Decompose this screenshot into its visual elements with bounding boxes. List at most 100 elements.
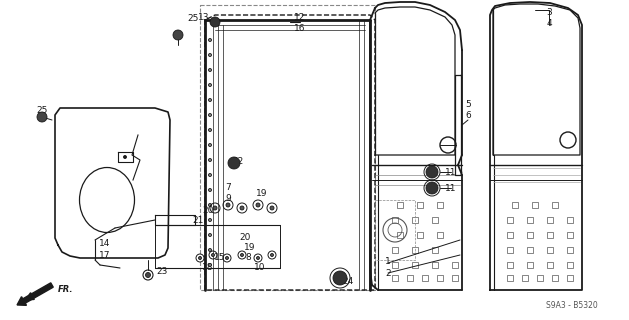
Circle shape — [208, 158, 211, 162]
Text: 21: 21 — [192, 215, 204, 225]
Circle shape — [333, 271, 347, 285]
Bar — [507, 247, 513, 253]
Bar — [452, 275, 458, 281]
Text: 19: 19 — [256, 188, 268, 197]
Text: 22: 22 — [232, 156, 243, 165]
Circle shape — [213, 206, 217, 210]
Bar — [507, 275, 513, 281]
Circle shape — [208, 53, 211, 57]
Circle shape — [123, 156, 126, 158]
Circle shape — [208, 249, 211, 252]
Text: 20: 20 — [203, 205, 214, 214]
Bar — [392, 247, 398, 253]
Bar — [412, 262, 418, 268]
Text: 3: 3 — [546, 7, 552, 17]
Circle shape — [208, 219, 211, 221]
Circle shape — [208, 99, 211, 101]
Circle shape — [208, 234, 211, 236]
Circle shape — [228, 157, 240, 169]
Bar — [552, 275, 558, 281]
Circle shape — [208, 84, 211, 86]
Bar — [417, 202, 423, 208]
Text: 23: 23 — [157, 268, 168, 276]
Text: FR.: FR. — [58, 285, 74, 294]
Bar — [432, 217, 438, 223]
Bar — [412, 217, 418, 223]
Text: 13: 13 — [198, 12, 209, 21]
Bar — [532, 202, 538, 208]
Bar — [507, 262, 513, 268]
Circle shape — [208, 188, 211, 191]
Circle shape — [37, 112, 47, 122]
Bar — [432, 262, 438, 268]
Circle shape — [210, 17, 220, 27]
Text: 1: 1 — [385, 258, 391, 267]
Bar — [437, 202, 443, 208]
Bar — [567, 247, 573, 253]
Circle shape — [270, 253, 274, 257]
Circle shape — [208, 173, 211, 177]
Text: 25: 25 — [36, 106, 48, 115]
Text: 9: 9 — [225, 194, 231, 203]
Bar — [392, 217, 398, 223]
Text: 8: 8 — [245, 252, 251, 261]
Bar — [452, 262, 458, 268]
Bar — [567, 217, 573, 223]
Circle shape — [145, 273, 150, 277]
Bar — [412, 247, 418, 253]
Bar — [527, 217, 533, 223]
Bar — [512, 202, 518, 208]
Circle shape — [257, 257, 260, 260]
Bar — [567, 232, 573, 238]
FancyArrow shape — [17, 283, 53, 305]
Bar — [437, 275, 443, 281]
Circle shape — [173, 30, 183, 40]
Bar — [547, 247, 553, 253]
Circle shape — [208, 68, 211, 71]
Text: 2: 2 — [385, 268, 391, 277]
Text: 12: 12 — [294, 12, 306, 21]
Circle shape — [208, 204, 211, 206]
Circle shape — [208, 38, 211, 42]
Bar — [522, 275, 528, 281]
Bar — [507, 232, 513, 238]
Text: 11: 11 — [445, 183, 457, 193]
Text: 5: 5 — [465, 100, 471, 108]
Text: 10: 10 — [254, 263, 265, 273]
Text: S9A3 - B5320: S9A3 - B5320 — [546, 301, 598, 310]
Bar — [392, 262, 398, 268]
Bar — [547, 262, 553, 268]
Circle shape — [240, 206, 244, 210]
Circle shape — [208, 263, 211, 267]
Bar — [507, 217, 513, 223]
Bar — [527, 262, 533, 268]
Circle shape — [426, 182, 438, 194]
Bar — [567, 262, 573, 268]
Text: 20: 20 — [239, 233, 251, 242]
Bar — [397, 232, 403, 238]
Text: 19: 19 — [244, 243, 256, 252]
Bar — [547, 217, 553, 223]
Circle shape — [270, 206, 274, 210]
Text: 16: 16 — [294, 23, 306, 33]
Bar — [397, 202, 403, 208]
Text: 14: 14 — [99, 238, 111, 247]
Circle shape — [211, 253, 214, 257]
Circle shape — [226, 257, 228, 260]
Circle shape — [426, 166, 438, 178]
Circle shape — [240, 253, 243, 257]
Text: 7: 7 — [225, 182, 231, 191]
Circle shape — [256, 203, 260, 207]
Bar — [432, 247, 438, 253]
Circle shape — [208, 114, 211, 116]
Text: 6: 6 — [465, 110, 471, 119]
Bar — [437, 232, 443, 238]
Circle shape — [199, 257, 201, 260]
Text: 11: 11 — [445, 167, 457, 177]
Bar — [567, 275, 573, 281]
Bar — [537, 275, 543, 281]
Bar — [552, 202, 558, 208]
Text: 25: 25 — [187, 13, 199, 22]
Text: 17: 17 — [99, 251, 111, 260]
Text: 15: 15 — [214, 253, 226, 262]
